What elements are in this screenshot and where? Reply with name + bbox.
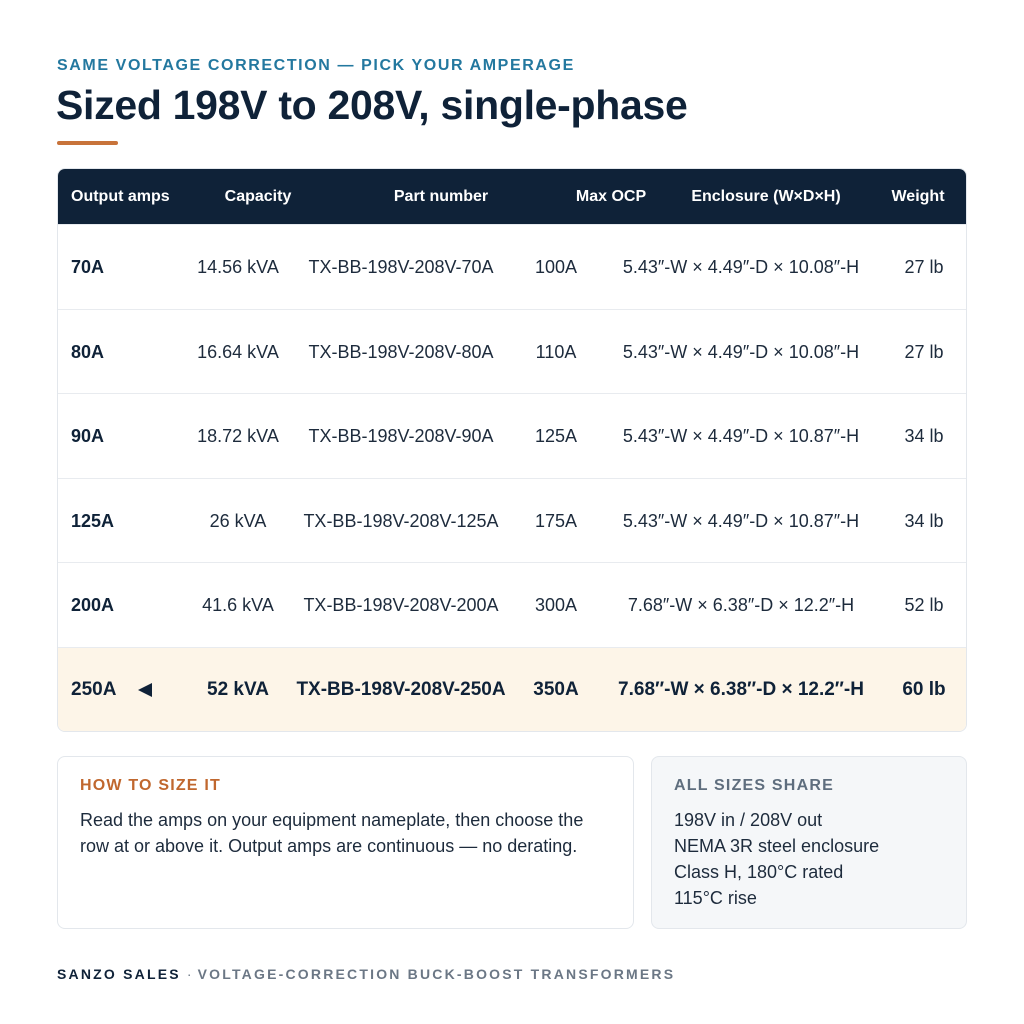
table-cell: 52 lb (904, 595, 944, 615)
table-cell: TX-BB-198V-208V-200A (303, 595, 499, 615)
column-header: Output amps (71, 188, 170, 205)
table-cell: TX-BB-198V-208V-70A (308, 257, 494, 277)
table-header: Output amps Capacity Part number Max OCP Enc… (58, 169, 966, 224)
title: Sized 198V to 208V, single-phase (56, 82, 688, 128)
table-row: 90A 18.72 kVA TX-BB-198V-208V-90A 125A 5.43″… (58, 393, 966, 478)
eyebrow: SAME VOLTAGE CORRECTION — PICK YOUR AMPE… (57, 57, 575, 74)
card-list: 198V in / 208V out NEMA 3R steel enclosur… (674, 807, 879, 911)
table-cell: 34 lb (904, 426, 944, 446)
table-cell: 60 lb (902, 678, 946, 700)
card-heading: ALL SIZES SHARE (674, 777, 834, 794)
sizing-card: HOW TO SIZE IT Read the amps on your equ… (57, 756, 634, 929)
marker-arrow (138, 682, 152, 697)
list-item: NEMA 3R steel enclosure (674, 836, 880, 856)
list-item: Class H, 180°C rated (674, 862, 844, 882)
table-row: 70A 14.56 kVA TX-BB-198V-208V-70A 100A 5.43″… (58, 224, 966, 309)
table-cell: TX-BB-198V-208V-250A (296, 678, 506, 700)
table-cell: 70A (71, 257, 105, 277)
table-cell: 300A (534, 595, 578, 615)
table-cell: 90A (71, 426, 105, 446)
column-header: Capacity (224, 188, 292, 205)
table-cell: 200A (71, 595, 115, 615)
table-cell: 7.68″-W × 6.38″-D × 12.2″-H (618, 678, 864, 700)
table-cell: 16.64 kVA (197, 341, 279, 362)
list-item: 115°C rise (674, 888, 757, 908)
table-cell: 5.43″-W × 4.49″-D × 10.87″-H (622, 510, 860, 531)
table-cell: 175A (534, 510, 578, 531)
card-body: Read the amps on your equipment nameplat… (80, 810, 584, 856)
footer-separator: · (186, 966, 192, 982)
table-row: 250A 52 kVA TX-BB-198V-208V-250A 350A 7.68″-… (58, 646, 966, 731)
table-cell: 26 kVA (209, 510, 267, 531)
table-cell: 14.56 kVA (197, 257, 279, 277)
selected-marker (138, 682, 152, 697)
table-cell: TX-BB-198V-208V-90A (308, 426, 494, 446)
footer: SANZO SALES · VOLTAGE-CORRECTION BUCK-BO… (57, 966, 675, 982)
column-header: Enclosure (W×D×H) (691, 188, 841, 205)
table-cell: 27 lb (904, 341, 944, 362)
column-header: Part number (393, 188, 489, 205)
table-cell: 5.43″-W × 4.49″-D × 10.08″-H (622, 341, 860, 362)
table-cell: 5.43″-W × 4.49″-D × 10.08″-H (622, 257, 860, 277)
table-cell: 52 kVA (207, 678, 269, 700)
footer-brand: SANZO SALES (57, 966, 181, 982)
shared-card: ALL SIZES SHARE 198V in / 208V out NEMA 3… (651, 756, 967, 929)
card-heading: HOW TO SIZE IT (80, 777, 221, 794)
table-cell: 350A (533, 678, 579, 700)
table-cell: 5.43″-W × 4.49″-D × 10.87″-H (622, 426, 860, 446)
table-cell: 7.68″-W × 6.38″-D × 12.2″-H (627, 595, 855, 615)
table-cell: 125A (534, 426, 578, 446)
table-cell: TX-BB-198V-208V-80A (308, 341, 494, 362)
sizing-table: Output amps Capacity Part number Max OCP Enc… (57, 168, 967, 732)
table-cell: 80A (71, 341, 105, 362)
table-row: 200A 41.6 kVA TX-BB-198V-208V-200A 300A 7.68… (58, 562, 966, 647)
table-cell: 125A (71, 510, 115, 531)
table-cell: 250A (71, 678, 117, 700)
table-cell: TX-BB-198V-208V-125A (303, 510, 499, 531)
footer-tagline: VOLTAGE-CORRECTION BUCK-BOOST TRANSFORME… (197, 966, 676, 982)
table-cell: 27 lb (904, 257, 944, 277)
table-row: 80A 16.64 kVA TX-BB-198V-208V-80A 110A 5.43″… (58, 308, 966, 394)
column-header: Max OCP (575, 188, 647, 205)
table-cell: 100A (534, 257, 578, 277)
table-cell: 18.72 kVA (197, 426, 279, 446)
list-item: 198V in / 208V out (674, 810, 823, 830)
table-cell: 34 lb (904, 510, 944, 531)
table-cell: 110A (535, 341, 577, 362)
table-row: 125A 26 kVA TX-BB-198V-208V-125A 175A 5.43″-… (58, 477, 966, 563)
table-cell: 41.6 kVA (202, 595, 274, 615)
title-rule (57, 141, 118, 145)
column-header: Weight (891, 188, 945, 205)
